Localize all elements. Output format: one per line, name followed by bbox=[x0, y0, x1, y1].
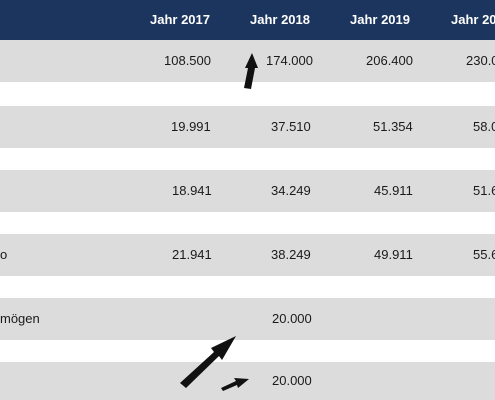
arrow-icon bbox=[244, 53, 258, 89]
table-row bbox=[0, 148, 495, 170]
arrow-icon bbox=[221, 378, 249, 391]
cell-2018: 20.000 bbox=[272, 373, 312, 388]
cell-2019: 206.400 bbox=[366, 53, 413, 68]
row-label: o bbox=[0, 247, 8, 262]
cell-2020: 230.0 bbox=[466, 53, 495, 68]
cell-2017: 108.500 bbox=[164, 53, 211, 68]
cell-2018: 37.510 bbox=[271, 119, 311, 134]
column-header-2019: Jahr 2019 bbox=[350, 12, 410, 27]
cell-2018: 174.000 bbox=[266, 53, 313, 68]
cell-2020: 51.6 bbox=[473, 183, 495, 198]
table-row: 19.991 37.510 51.354 58.0 bbox=[0, 106, 495, 148]
table-header: Jahr 2017 Jahr 2018 Jahr 2019 Jahr 20 bbox=[0, 0, 495, 40]
table-row bbox=[0, 212, 495, 234]
table-row bbox=[0, 276, 495, 298]
cell-2018: 34.249 bbox=[271, 183, 311, 198]
cell-2018: 38.249 bbox=[271, 247, 311, 262]
cell-2020: 55.6 bbox=[473, 247, 495, 262]
column-header-2017: Jahr 2017 bbox=[150, 12, 210, 27]
row-label: mögen bbox=[0, 311, 40, 326]
table-row: 18.941 34.249 45.911 51.6 bbox=[0, 170, 495, 212]
cell-2017: 21.941 bbox=[172, 247, 212, 262]
cell-2019: 45.911 bbox=[374, 183, 413, 198]
cell-2017: 19.991 bbox=[171, 119, 211, 134]
arrow-icon bbox=[180, 336, 236, 388]
table-row: 108.500 174.000 206.400 230.0 bbox=[0, 40, 495, 82]
table-row: mögen 20.000 bbox=[0, 298, 495, 340]
cell-2018: 20.000 bbox=[272, 311, 312, 326]
cell-2017: 18.941 bbox=[172, 183, 212, 198]
column-header-2018: Jahr 2018 bbox=[250, 12, 310, 27]
table-row bbox=[0, 340, 495, 362]
column-header-2020: Jahr 20 bbox=[451, 12, 495, 27]
cell-2019: 51.354 bbox=[373, 119, 413, 134]
table-row: o 21.941 38.249 49.911 55.6 bbox=[0, 234, 495, 276]
cell-2019: 49.911 bbox=[374, 247, 413, 262]
table-row: 20.000 bbox=[0, 362, 495, 400]
cell-2020: 58.0 bbox=[473, 119, 495, 134]
